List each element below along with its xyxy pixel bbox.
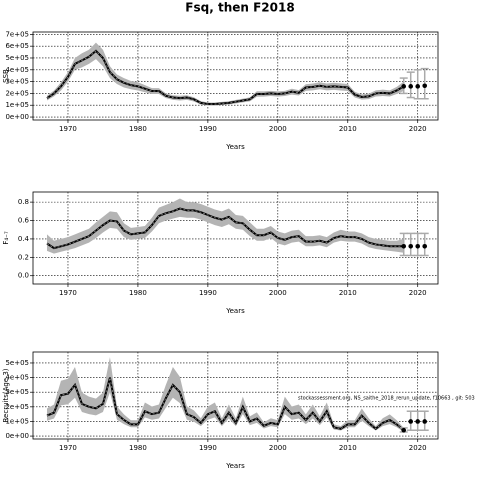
confidence-band: [46, 357, 404, 432]
x-tick-label: 1990: [199, 444, 217, 452]
x-tick-label: 1970: [59, 289, 77, 297]
plot-frame: [32, 351, 439, 440]
y-tick-label: 4e+05: [5, 374, 29, 382]
projection-point: [422, 83, 428, 89]
x-tick-label: 2020: [409, 289, 427, 297]
x-tick-label: 1970: [59, 444, 77, 452]
chart-title: Fsq, then F2018: [185, 1, 294, 15]
plot-frame: [32, 31, 439, 121]
x-tick-label: 2000: [269, 289, 287, 297]
y-tick-label: 5e+05: [5, 54, 29, 62]
projection-point: [422, 419, 428, 424]
y-axis-label: F₄₋₇: [2, 231, 10, 245]
x-tick-label: 2000: [269, 444, 287, 452]
x-tick-label: 1990: [199, 289, 217, 297]
x-tick-label: 2010: [339, 289, 357, 297]
projection-point: [415, 419, 421, 424]
y-tick-label: 7e+05: [5, 30, 29, 38]
y-tick-label: 2e+05: [5, 89, 29, 97]
y-tick-label: 5e+05: [5, 359, 29, 367]
x-tick-label: 2020: [409, 444, 427, 452]
annotation: stockassessment.org, NS_saithe_2018_reru…: [298, 396, 475, 402]
x-tick-label: 1970: [59, 125, 77, 133]
projection-point: [408, 243, 414, 249]
y-tick-label: 6e+05: [5, 42, 29, 50]
y-tick-label: 0.6: [18, 217, 30, 225]
plot-frame: [32, 191, 439, 285]
y-tick-label: 0e+00: [5, 432, 29, 440]
y-tick-label: 0.8: [18, 198, 29, 206]
projection-point: [408, 84, 414, 89]
x-tick-label: 1980: [129, 444, 147, 452]
y-tick-label: 0.4: [18, 235, 30, 243]
projection-point: [415, 243, 421, 249]
y-axis-label: SSB: [2, 69, 10, 83]
x-axis-label: Years: [225, 462, 245, 470]
x-tick-label: 2020: [409, 125, 427, 133]
y-tick-label: 1e+05: [5, 101, 29, 109]
projection-point: [422, 243, 428, 249]
y-tick-label: 1e+05: [5, 417, 29, 425]
x-tick-label: 1980: [129, 289, 147, 297]
projection-point: [401, 427, 407, 433]
confidence-band: [46, 42, 404, 106]
estimate-line-dash: [46, 377, 404, 431]
y-tick-label: 0e+00: [5, 113, 29, 121]
y-tick-label: 2e+05: [5, 403, 29, 411]
x-axis-label: Years: [225, 143, 245, 151]
y-axis-label: Recruits(Age 3): [2, 368, 10, 422]
projection-point: [401, 84, 407, 89]
y-tick-label: 4e+05: [5, 66, 29, 74]
x-tick-label: 2000: [269, 125, 287, 133]
y-tick-label: 3e+05: [5, 388, 29, 396]
estimate-line-dash: [46, 208, 404, 249]
projection-point: [408, 419, 414, 424]
confidence-band: [46, 198, 404, 254]
estimate-line: [46, 49, 405, 106]
projection-point: [415, 84, 421, 89]
x-tick-label: 1980: [129, 125, 147, 133]
projection-point: [401, 243, 407, 249]
x-tick-label: 1990: [199, 125, 217, 133]
x-tick-label: 2010: [339, 444, 357, 452]
y-tick-label: 0.0: [18, 272, 29, 280]
x-axis-label: Years: [225, 307, 245, 315]
y-tick-label: 0.2: [18, 253, 29, 261]
y-tick-label: 3e+05: [5, 78, 29, 86]
x-tick-label: 2010: [339, 125, 357, 133]
